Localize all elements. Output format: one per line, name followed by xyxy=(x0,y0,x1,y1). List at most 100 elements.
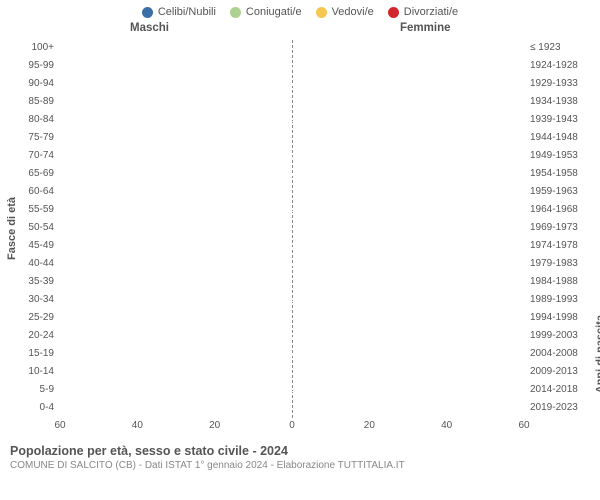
gender-headers: Maschi Femmine xyxy=(0,22,600,38)
birth-year-label: 1959-1963 xyxy=(524,186,596,197)
legend-item: Vedovi/e xyxy=(316,6,374,18)
x-axis: 6040200204060 xyxy=(60,418,524,436)
legend-label: Divorziati/e xyxy=(404,6,458,18)
x-tick: 40 xyxy=(441,420,452,431)
age-label: 35-39 xyxy=(4,276,60,287)
birth-year-label: 1994-1998 xyxy=(524,312,596,323)
legend-label: Coniugati/e xyxy=(246,6,302,18)
table-row: 10-142009-2013 xyxy=(60,364,524,382)
age-label: 0-4 xyxy=(4,402,60,413)
x-tick: 20 xyxy=(209,420,220,431)
row-gridline xyxy=(60,409,524,410)
birth-year-label: 1929-1933 xyxy=(524,78,596,89)
table-row: 5-92014-2018 xyxy=(60,382,524,400)
age-label: 70-74 xyxy=(4,150,60,161)
table-row: 0-42019-2023 xyxy=(60,400,524,418)
chart-subtitle: COMUNE DI SALCITO (CB) - Dati ISTAT 1° g… xyxy=(10,460,590,471)
age-label: 45-49 xyxy=(4,240,60,251)
table-row: 40-441979-1983 xyxy=(60,256,524,274)
row-gridline xyxy=(60,337,524,338)
age-label: 95-99 xyxy=(4,60,60,71)
birth-year-label: 1924-1928 xyxy=(524,60,596,71)
row-gridline xyxy=(60,355,524,356)
birth-year-label: ≤ 1923 xyxy=(524,42,596,53)
table-row: 90-941929-1933 xyxy=(60,76,524,94)
age-label: 80-84 xyxy=(4,114,60,125)
table-row: 45-491974-1978 xyxy=(60,238,524,256)
age-label: 55-59 xyxy=(4,204,60,215)
age-label: 30-34 xyxy=(4,294,60,305)
table-row: 75-791944-1948 xyxy=(60,130,524,148)
age-label: 20-24 xyxy=(4,330,60,341)
table-row: 95-991924-1928 xyxy=(60,58,524,76)
birth-year-label: 2019-2023 xyxy=(524,402,596,413)
legend-swatch xyxy=(388,7,399,18)
birth-year-label: 2014-2018 xyxy=(524,384,596,395)
age-label: 5-9 xyxy=(4,384,60,395)
legend-item: Celibi/Nubili xyxy=(142,6,216,18)
table-row: 100+≤ 1923 xyxy=(60,40,524,58)
table-row: 55-591964-1968 xyxy=(60,202,524,220)
population-pyramid: 100+≤ 192395-991924-192890-941929-193385… xyxy=(60,40,524,418)
birth-year-label: 1949-1953 xyxy=(524,150,596,161)
legend: Celibi/Nubili Coniugati/e Vedovi/e Divorzia… xyxy=(0,0,600,22)
x-tick: 0 xyxy=(289,420,295,431)
chart-area: Fasce di età Anni di nascita 100+≤ 19239… xyxy=(0,40,600,436)
table-row: 25-291994-1998 xyxy=(60,310,524,328)
table-row: 60-641959-1963 xyxy=(60,184,524,202)
row-gridline xyxy=(60,391,524,392)
age-label: 65-69 xyxy=(4,168,60,179)
birth-year-label: 1934-1938 xyxy=(524,96,596,107)
row-gridline xyxy=(60,175,524,176)
row-gridline xyxy=(60,229,524,230)
row-gridline xyxy=(60,157,524,158)
table-row: 65-691954-1958 xyxy=(60,166,524,184)
row-gridline xyxy=(60,67,524,68)
table-row: 15-192004-2008 xyxy=(60,346,524,364)
age-label: 85-89 xyxy=(4,96,60,107)
footer: Popolazione per età, sesso e stato civil… xyxy=(0,436,600,471)
birth-year-label: 1964-1968 xyxy=(524,204,596,215)
x-tick: 40 xyxy=(132,420,143,431)
age-label: 75-79 xyxy=(4,132,60,143)
age-label: 50-54 xyxy=(4,222,60,233)
legend-item: Divorziati/e xyxy=(388,6,458,18)
age-label: 25-29 xyxy=(4,312,60,323)
row-gridline xyxy=(60,49,524,50)
header-male: Maschi xyxy=(130,22,169,34)
x-tick: 20 xyxy=(364,420,375,431)
header-female: Femmine xyxy=(400,22,451,34)
row-gridline xyxy=(60,283,524,284)
birth-year-label: 1974-1978 xyxy=(524,240,596,251)
row-gridline xyxy=(60,85,524,86)
table-row: 20-241999-2003 xyxy=(60,328,524,346)
row-gridline xyxy=(60,193,524,194)
x-tick: 60 xyxy=(518,420,529,431)
birth-year-label: 1984-1988 xyxy=(524,276,596,287)
table-row: 30-341989-1993 xyxy=(60,292,524,310)
age-label: 40-44 xyxy=(4,258,60,269)
birth-year-label: 1944-1948 xyxy=(524,132,596,143)
table-row: 85-891934-1938 xyxy=(60,94,524,112)
row-gridline xyxy=(60,247,524,248)
legend-label: Vedovi/e xyxy=(332,6,374,18)
chart-title: Popolazione per età, sesso e stato civil… xyxy=(10,444,590,458)
birth-year-label: 1999-2003 xyxy=(524,330,596,341)
birth-year-label: 1954-1958 xyxy=(524,168,596,179)
birth-year-label: 2004-2008 xyxy=(524,348,596,359)
birth-year-label: 1979-1983 xyxy=(524,258,596,269)
row-gridline xyxy=(60,319,524,320)
x-tick: 60 xyxy=(54,420,65,431)
legend-item: Coniugati/e xyxy=(230,6,302,18)
table-row: 35-391984-1988 xyxy=(60,274,524,292)
row-gridline xyxy=(60,301,524,302)
row-gridline xyxy=(60,373,524,374)
age-label: 10-14 xyxy=(4,366,60,377)
table-row: 50-541969-1973 xyxy=(60,220,524,238)
legend-swatch xyxy=(230,7,241,18)
age-label: 60-64 xyxy=(4,186,60,197)
legend-swatch xyxy=(316,7,327,18)
birth-year-label: 2009-2013 xyxy=(524,366,596,377)
legend-swatch xyxy=(142,7,153,18)
row-gridline xyxy=(60,139,524,140)
